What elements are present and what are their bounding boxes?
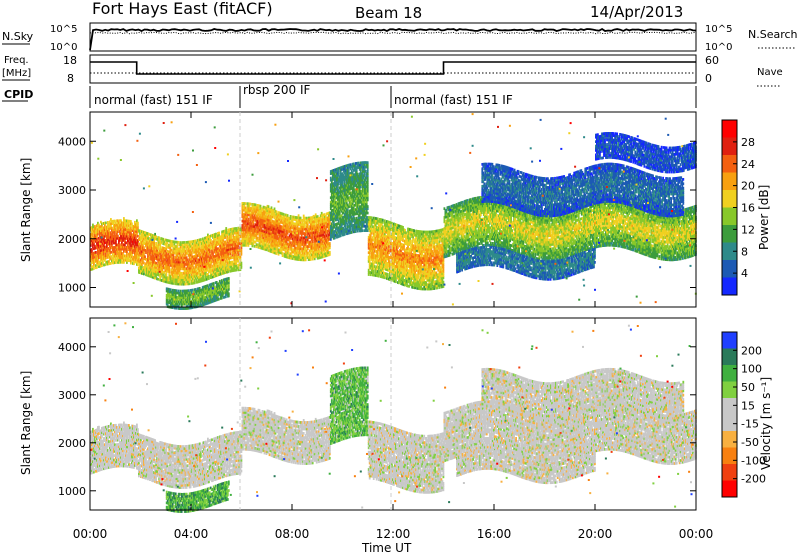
cpid-segment-3: normal (fast) 151 IF	[394, 93, 513, 107]
nsearch-tick-bottom: 10^0	[705, 42, 732, 53]
freq-label: Freq.	[4, 55, 29, 66]
heatmap-cell	[154, 233, 156, 236]
heatmap-cell	[95, 251, 97, 254]
heatmap-cell	[155, 235, 157, 238]
heatmap-cell	[131, 223, 133, 226]
nsearch-trace	[90, 32, 696, 33]
nave-tick-top: 60	[705, 54, 719, 67]
freq-tick-bottom: 8	[67, 72, 74, 85]
freq-panel: Freq. [MHz] 18 8 60 0 Nave	[2, 54, 783, 86]
nave-tick-bottom: 0	[705, 72, 712, 85]
cpid-panel: CPID normal (fast) 151 IF rbsp 200 IF no…	[2, 83, 696, 108]
heatmap-cell	[155, 242, 157, 245]
beam-label: Beam 18	[355, 4, 422, 22]
cpid-segment-2: rbsp 200 IF	[243, 83, 310, 97]
nsky-label: N.Sky	[2, 30, 34, 43]
nsky-tick-top: 10^5	[50, 24, 77, 35]
heatmap-cell	[143, 246, 145, 249]
heatmap-cell	[143, 262, 145, 265]
nsearch-label: N.Search	[748, 28, 798, 41]
heatmap-cell	[137, 222, 139, 225]
nsky-panel: N.Sky 10^5 10^0 10^5 10^0 N.Search	[2, 23, 798, 53]
heatmap-cell	[144, 255, 146, 258]
heatmap-cell	[123, 217, 125, 220]
power-pixels	[90, 113, 697, 310]
summary-plot: Fort Hays East (fitACF) Beam 18 14/Apr/2…	[0, 0, 800, 554]
heatmap-cell	[137, 235, 139, 238]
heatmap-cell	[91, 248, 93, 251]
cpid-segment-1: normal (fast) 151 IF	[94, 93, 213, 107]
cpid-label: CPID	[4, 88, 33, 101]
date-label: 14/Apr/2013	[590, 3, 683, 21]
plot-title: Fort Hays East (fitACF)	[92, 0, 273, 18]
heatmap-cell	[130, 220, 132, 223]
freq-trace	[90, 62, 696, 74]
heatmap-cell	[104, 263, 106, 266]
freq-tick-top: 18	[63, 54, 77, 67]
nsky-trace	[90, 29, 696, 50]
heatmap-cell	[136, 219, 138, 222]
nsearch-tick-top: 10^5	[705, 24, 732, 35]
nsky-tick-bottom: 10^0	[50, 42, 77, 53]
heatmap-cell	[110, 262, 112, 265]
heatmap-cell	[155, 262, 157, 265]
heatmap-cell	[134, 221, 136, 224]
heatmap-cell	[105, 222, 107, 225]
nave-label: Nave	[757, 67, 783, 78]
heatmap-cell	[96, 266, 98, 269]
freq-unit: [MHz]	[2, 68, 31, 79]
